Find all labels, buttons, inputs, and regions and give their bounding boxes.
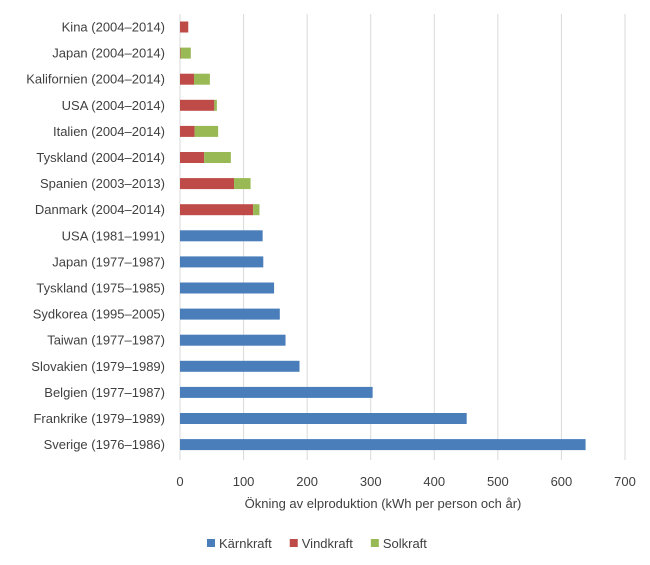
bar-vindkraft <box>180 204 254 216</box>
category-label: Kalifornien (2004–2014) <box>26 72 165 87</box>
x-tick-label: 600 <box>551 474 573 489</box>
gridlines <box>179 14 626 460</box>
category-label: Tyskland (2004–2014) <box>36 150 165 165</box>
bar-solkraft <box>253 204 260 216</box>
category-label: USA (1981–1991) <box>62 228 165 243</box>
x-tick-labels: 0 100 200 300 400 500 600 700 <box>176 474 635 489</box>
legend-label: Vindkraft <box>302 536 353 551</box>
category-label: Italien (2004–2014) <box>53 124 165 139</box>
bars <box>180 21 586 451</box>
bar-kärnkraft <box>180 386 373 398</box>
category-label: Spanien (2003–2013) <box>40 176 165 191</box>
bar-kärnkraft <box>180 256 264 268</box>
legend-swatch <box>207 539 215 547</box>
bar-solkraft <box>193 73 210 85</box>
category-label: USA (2004–2014) <box>62 98 165 113</box>
bar-vindkraft <box>180 178 235 190</box>
legend-swatch <box>289 539 298 547</box>
bar-vindkraft <box>180 73 194 85</box>
bar-vindkraft <box>180 99 215 111</box>
category-label: Kina (2004–2014) <box>62 20 165 35</box>
x-tick-label: 200 <box>296 474 318 489</box>
x-tick-label: 400 <box>423 474 445 489</box>
category-labels: Kina (2004–2014) Japan (2004–2014) Kalifor… <box>26 20 165 453</box>
bar-vindkraft <box>180 152 205 163</box>
category-label: Frankrike (1979–1989) <box>33 411 165 426</box>
category-label: Danmark (2004–2014) <box>35 202 165 217</box>
bar-solkraft <box>180 47 191 59</box>
bar-solkraft <box>194 125 219 137</box>
bar-kärnkraft <box>180 334 286 346</box>
bar-vindkraft <box>180 21 189 33</box>
x-tick-label: 700 <box>614 474 636 489</box>
x-axis-title: Ökning av elproduktion (kWh per person o… <box>245 496 522 511</box>
legend: Kärnkraft Vindkraft Solkraft <box>207 536 427 551</box>
category-label: Sverige (1976–1986) <box>44 437 165 452</box>
x-tick-label: 100 <box>233 474 255 489</box>
bar-solkraft <box>234 178 251 190</box>
bar-solkraft <box>214 99 217 111</box>
category-label: Belgien (1977–1987) <box>44 385 165 400</box>
bar-kärnkraft <box>180 360 300 372</box>
category-label: Slovakien (1979–1989) <box>31 359 165 374</box>
legend-swatch <box>370 539 379 547</box>
bar-vindkraft <box>180 47 181 59</box>
bar-kärnkraft <box>180 308 280 320</box>
bar-kärnkraft <box>180 230 263 242</box>
x-tick-label: 300 <box>360 474 382 489</box>
category-label: Japan (2004–2014) <box>52 46 165 61</box>
category-label: Taiwan (1977–1987) <box>47 333 165 348</box>
x-tick-label: 0 <box>176 474 183 489</box>
legend-label: Kärnkraft <box>219 536 272 551</box>
x-tick-label: 500 <box>487 474 509 489</box>
category-label: Tyskland (1975–1985) <box>36 281 165 296</box>
category-label: Japan (1977–1987) <box>52 254 165 269</box>
bar-kärnkraft <box>180 439 586 451</box>
bar-kärnkraft <box>180 282 275 294</box>
bar-solkraft <box>204 152 231 163</box>
legend-label: Solkraft <box>383 536 427 551</box>
bar-vindkraft <box>180 125 195 137</box>
category-label: Sydkorea (1995–2005) <box>33 307 165 322</box>
bar-kärnkraft <box>180 413 467 424</box>
